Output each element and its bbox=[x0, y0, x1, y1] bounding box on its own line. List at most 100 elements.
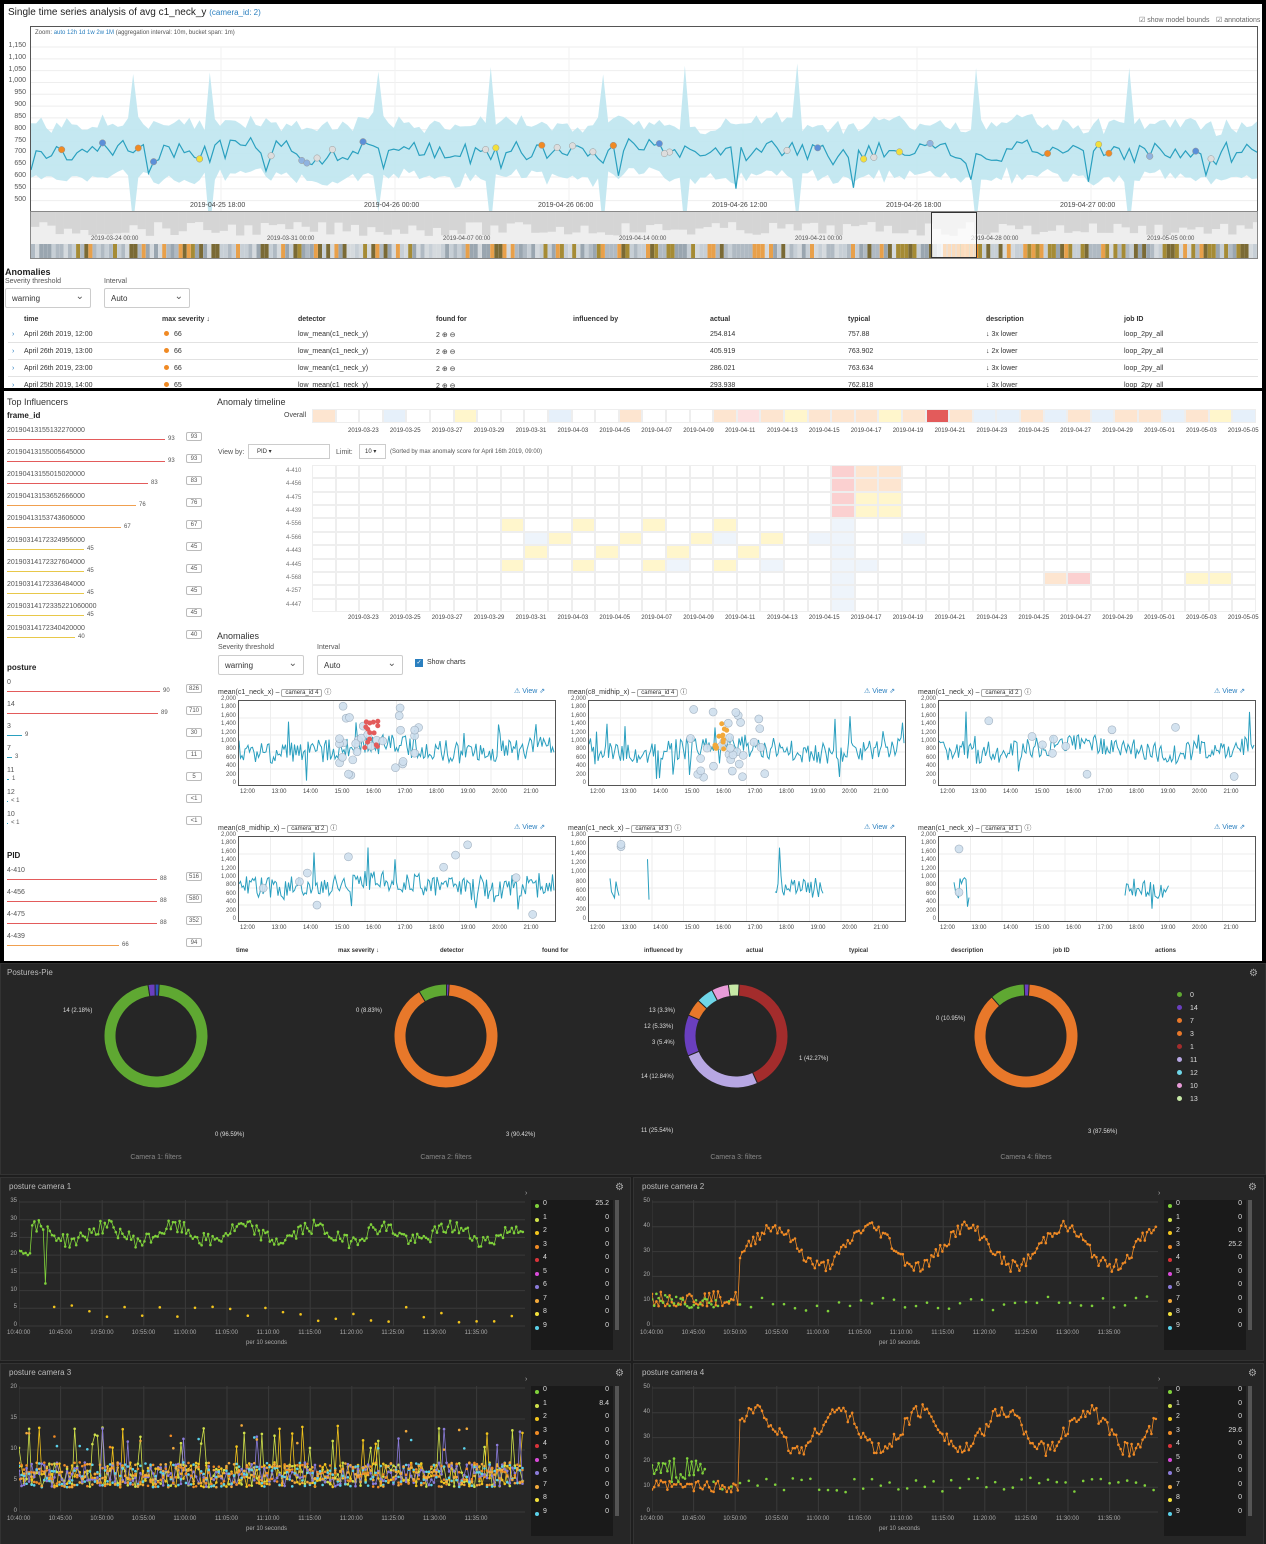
swimlane-cell[interactable] bbox=[878, 491, 902, 506]
influencer-name[interactable]: 20190314172335221060000 bbox=[7, 603, 97, 610]
swimlane-cell[interactable] bbox=[689, 518, 714, 532]
swimlane-cell[interactable] bbox=[1043, 409, 1068, 423]
swimlane-cell[interactable] bbox=[595, 518, 619, 532]
swimlane-cell[interactable] bbox=[1067, 558, 1091, 572]
swimlane-cell[interactable] bbox=[972, 518, 997, 532]
swimlane-cell[interactable] bbox=[689, 478, 714, 492]
swimlane-cell[interactable] bbox=[736, 518, 761, 532]
swimlane-cell[interactable] bbox=[382, 409, 407, 423]
swimlane-cell[interactable] bbox=[312, 465, 336, 479]
swimlane-cell[interactable] bbox=[996, 491, 1020, 506]
swimlane-cell[interactable] bbox=[1161, 598, 1186, 612]
swimlane-cell[interactable] bbox=[453, 505, 478, 519]
swimlane-cell[interactable] bbox=[618, 531, 643, 546]
swimlane-cell[interactable] bbox=[713, 518, 737, 532]
legend-row[interactable]: 3 29.6 bbox=[1164, 1427, 1244, 1440]
swimlane-cell[interactable] bbox=[1020, 478, 1044, 492]
swimlane-cell[interactable] bbox=[335, 505, 360, 519]
chevron-right-icon[interactable]: › bbox=[1158, 1376, 1161, 1383]
swimlane-row-label[interactable]: 4-475 bbox=[286, 494, 302, 501]
severity-select-2[interactable]: warning bbox=[218, 655, 304, 675]
swimlane-cell[interactable] bbox=[430, 478, 454, 492]
swimlane-cell[interactable] bbox=[736, 571, 761, 586]
swimlane-cell[interactable] bbox=[878, 505, 902, 519]
swimlane-cell[interactable] bbox=[878, 531, 902, 546]
swimlane-cell[interactable] bbox=[689, 531, 714, 546]
swimlane-cell[interactable] bbox=[430, 531, 454, 546]
swimlane-cell[interactable] bbox=[925, 585, 950, 599]
swimlane-cell[interactable] bbox=[430, 585, 454, 599]
swimlane-cell[interactable] bbox=[335, 585, 360, 599]
swimlane-cell[interactable] bbox=[713, 478, 737, 492]
swimlane-cell[interactable] bbox=[784, 531, 808, 546]
swimlane-cell[interactable] bbox=[996, 518, 1020, 532]
influencer-name[interactable]: 20190413153743606000 bbox=[7, 515, 85, 522]
swimlane-cell[interactable] bbox=[359, 491, 383, 506]
swimlane-cell[interactable] bbox=[1138, 545, 1162, 559]
swimlane-cell[interactable] bbox=[807, 545, 832, 559]
influencer-name[interactable]: 12 bbox=[7, 789, 15, 796]
swimlane-cell[interactable] bbox=[784, 505, 808, 519]
swimlane-cell[interactable] bbox=[760, 558, 784, 572]
swimlane-cell[interactable] bbox=[1043, 598, 1068, 612]
swimlane-cell[interactable] bbox=[548, 545, 572, 559]
influencer-name[interactable]: 7 bbox=[7, 745, 11, 752]
swimlane-cell[interactable] bbox=[500, 598, 525, 612]
swimlane-cell[interactable] bbox=[1138, 505, 1162, 519]
swimlane-cell[interactable] bbox=[854, 545, 879, 559]
swimlane-cell[interactable] bbox=[854, 558, 879, 572]
brush-handle[interactable] bbox=[931, 212, 977, 258]
swimlane-cell[interactable] bbox=[477, 465, 501, 479]
swimlane-cell[interactable] bbox=[477, 505, 501, 519]
swimlane-cell[interactable] bbox=[524, 545, 548, 559]
influencer-name[interactable]: 10 bbox=[7, 811, 15, 818]
swimlane-cell[interactable] bbox=[1208, 558, 1233, 572]
swimlane-cell[interactable] bbox=[500, 505, 525, 519]
swimlane-cell[interactable] bbox=[925, 571, 950, 586]
swimlane-cell[interactable] bbox=[1161, 558, 1186, 572]
swimlane-cell[interactable] bbox=[382, 571, 407, 586]
scrollbar[interactable] bbox=[615, 1386, 619, 1516]
swimlane-row-label[interactable]: 4-439 bbox=[286, 508, 302, 515]
swimlane-cell[interactable] bbox=[1090, 505, 1115, 519]
influencer-name[interactable]: 20190314172327604000 bbox=[7, 559, 85, 566]
swimlane-cell[interactable] bbox=[831, 531, 855, 546]
swimlane-cell[interactable] bbox=[949, 558, 973, 572]
swimlane-cell[interactable] bbox=[1090, 465, 1115, 479]
swimlane-cell[interactable] bbox=[902, 491, 926, 506]
table-row[interactable] bbox=[8, 377, 1258, 388]
swimlane-cell[interactable] bbox=[1067, 505, 1091, 519]
swimlane-cell[interactable] bbox=[595, 598, 619, 612]
swimlane-grid[interactable] bbox=[312, 465, 1256, 612]
swimlane-cell[interactable] bbox=[524, 505, 548, 519]
swimlane-cell[interactable] bbox=[854, 491, 879, 506]
table-row[interactable] bbox=[8, 343, 1258, 360]
swimlane-cell[interactable] bbox=[1043, 585, 1068, 599]
swimlane-cell[interactable] bbox=[548, 585, 572, 599]
swimlane-cell[interactable] bbox=[1090, 478, 1115, 492]
swimlane-cell[interactable] bbox=[642, 478, 666, 492]
swimlane-cell[interactable] bbox=[996, 409, 1020, 423]
swimlane-row-label[interactable]: 4-443 bbox=[286, 548, 302, 555]
legend-item[interactable]: 10 bbox=[1177, 1083, 1198, 1090]
swimlane-cell[interactable] bbox=[548, 505, 572, 519]
swimlane-cell[interactable] bbox=[430, 465, 454, 479]
swimlane-cell[interactable] bbox=[784, 478, 808, 492]
influencer-name[interactable]: 4-475 bbox=[7, 911, 25, 918]
swimlane-cell[interactable] bbox=[972, 558, 997, 572]
legend-item[interactable]: 7 bbox=[1177, 1018, 1194, 1025]
swimlane-cell[interactable] bbox=[1090, 598, 1115, 612]
swimlane-cell[interactable] bbox=[642, 558, 666, 572]
swimlane-cell[interactable] bbox=[500, 491, 525, 506]
mini-chart[interactable] bbox=[238, 700, 556, 786]
swimlane-cell[interactable] bbox=[1067, 545, 1091, 559]
swimlane-cell[interactable] bbox=[359, 585, 383, 599]
swimlane-cell[interactable] bbox=[477, 409, 501, 423]
swimlane-cell[interactable] bbox=[925, 409, 950, 423]
swimlane-cell[interactable] bbox=[760, 531, 784, 546]
swimlane-cell[interactable] bbox=[453, 558, 478, 572]
swimlane-cell[interactable] bbox=[666, 558, 690, 572]
